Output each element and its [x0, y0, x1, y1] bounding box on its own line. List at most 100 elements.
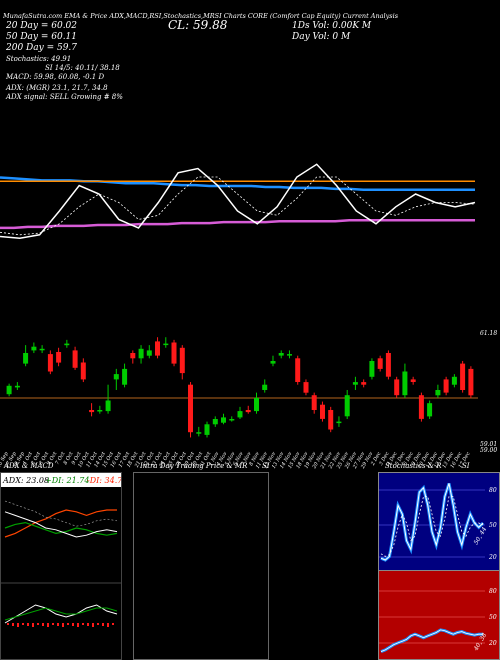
price-axis-top: 61.18 [480, 330, 497, 337]
macd-histogram-bar [17, 623, 19, 627]
macd-histogram-bar [22, 623, 24, 625]
rsi-blue-line [380, 628, 483, 653]
candle-body [229, 419, 235, 421]
rsi-lines [380, 628, 483, 653]
candle-body [212, 419, 218, 425]
candle-body [303, 382, 309, 393]
candle-body [451, 376, 457, 385]
candle-body [130, 353, 136, 359]
candle-body [402, 371, 408, 396]
candle-body [97, 410, 103, 412]
candle-body [245, 410, 251, 413]
rsi-tick-50: 50 [489, 614, 497, 621]
macd-histogram-bar [82, 623, 84, 625]
adx-macd-chart: ADX: 23.08 +DI: 21.74 -DI: 34.78 [1, 473, 121, 627]
adx-values-bg [1, 473, 121, 487]
candle-body [39, 348, 45, 351]
macd-histogram-bar [112, 623, 114, 625]
macd-histogram-bar [12, 623, 14, 626]
candle-body [369, 361, 375, 377]
close-price: CL: 59.88 [168, 18, 228, 32]
intraday-panel-title: Intra Day Trading Price & MR [140, 462, 248, 470]
candle-body [287, 354, 292, 356]
stochastics-signal-line [380, 496, 484, 557]
stat-200-day: 200 Day = 59.7 [6, 43, 78, 53]
stat-stochastics: Stochastics: 49.91 [6, 55, 72, 63]
macd-histogram-bar [32, 623, 34, 627]
candle-body [196, 432, 202, 434]
adx-line: ADX: (MGR) 23.1, 21.7, 34.8 [6, 84, 108, 92]
adx-aux-line [4, 500, 118, 527]
candle-body [361, 382, 367, 385]
candle-body [204, 424, 210, 435]
candle-body [295, 358, 301, 382]
stat-macd: MACD: 59.98, 60.08, -0.1 D [6, 73, 105, 81]
candle-body [72, 350, 78, 368]
candle-body [270, 361, 276, 364]
rsi-chart: 80 50 20 40, 38 [379, 588, 497, 653]
macd-histogram-bar [37, 623, 39, 625]
overlay-stochastics-line [0, 163, 476, 239]
candle-body [64, 343, 70, 346]
ema-line-20-day [0, 176, 475, 192]
candle-body [418, 395, 424, 419]
price-axis-bottom-b: 59.00 [480, 447, 497, 454]
candle-body [14, 385, 20, 388]
adx-pdi-line [4, 521, 118, 536]
ema-line-200-day [0, 218, 475, 230]
macd-histogram-bar [87, 623, 89, 626]
candle-body [311, 395, 317, 410]
adx-panel-title: ADX & MACD [4, 462, 54, 470]
macd-histogram-bar [107, 623, 109, 627]
candle-body [468, 368, 474, 396]
candle-body [377, 358, 383, 369]
pdi-value: +DI: 21.74 [45, 476, 89, 485]
candle-body [328, 410, 334, 430]
stat-20-day: 20 Day = 60.02 [6, 21, 78, 31]
macd-histogram-bar [72, 623, 74, 626]
candle-body [254, 397, 259, 412]
ema-lines-layer [0, 176, 475, 230]
candle-body [6, 385, 12, 395]
intraday-panel [133, 472, 269, 660]
candle-body [320, 404, 325, 419]
candle-body [278, 353, 284, 356]
candle-body [23, 353, 29, 364]
candle-body [31, 346, 37, 351]
macd-histogram-bar [42, 623, 44, 626]
macd-histogram-bar [7, 623, 9, 625]
adx-value: ADX: 23.08 [2, 476, 49, 485]
candle-body [89, 410, 95, 413]
candle-body [394, 379, 400, 396]
candle-body [146, 350, 152, 356]
candle-body [410, 379, 416, 382]
macd-lines [4, 604, 118, 627]
macd-histogram-bar [97, 623, 99, 625]
stoch-value: 50, 44 [473, 526, 489, 546]
price-axis-bottom-a: 59.01 [480, 441, 497, 448]
macd-histogram-bar [102, 623, 104, 626]
macd-line [4, 604, 118, 624]
stochastics-lines [380, 482, 485, 562]
candles-layer [6, 337, 474, 438]
rsi-tick-80: 80 [489, 588, 497, 595]
candle-body [221, 417, 226, 423]
candle-body [105, 400, 111, 412]
candle-body [336, 421, 342, 424]
rsi-panel: 80 50 20 40, 38 [378, 570, 500, 660]
intraday-panel-si: SI [262, 462, 270, 470]
macd-signal-line [4, 607, 118, 621]
date-label: 26 Sep [0, 450, 10, 470]
stochastics-line [380, 483, 484, 561]
macd-histogram-bar [67, 623, 69, 625]
macd-histogram-bar [47, 623, 49, 627]
macd-histogram-bar [77, 623, 79, 627]
candle-body [163, 343, 169, 346]
adx-lines [4, 500, 118, 538]
candle-body [80, 362, 86, 380]
vol-day: Day Vol: 0 M [292, 32, 351, 42]
candle-body [443, 379, 449, 393]
mdi-value: -DI: 34.78 [87, 476, 121, 485]
